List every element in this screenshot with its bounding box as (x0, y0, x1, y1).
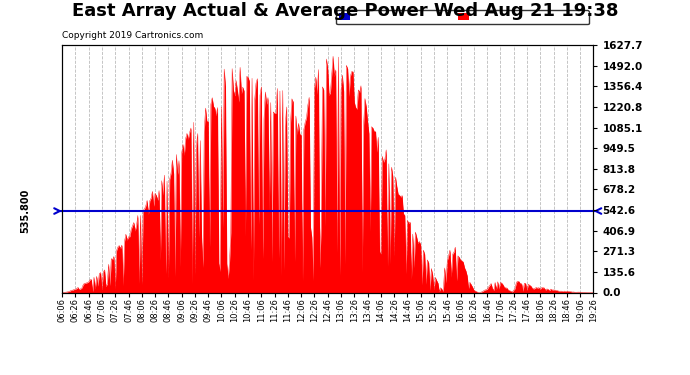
Text: East Array Actual & Average Power Wed Aug 21 19:38: East Array Actual & Average Power Wed Au… (72, 2, 618, 20)
Text: Copyright 2019 Cartronics.com: Copyright 2019 Cartronics.com (62, 31, 204, 40)
Legend: Average  (DC Watts), East Array  (DC Watts): Average (DC Watts), East Array (DC Watts… (336, 10, 589, 24)
Text: 535.800: 535.800 (20, 189, 30, 233)
